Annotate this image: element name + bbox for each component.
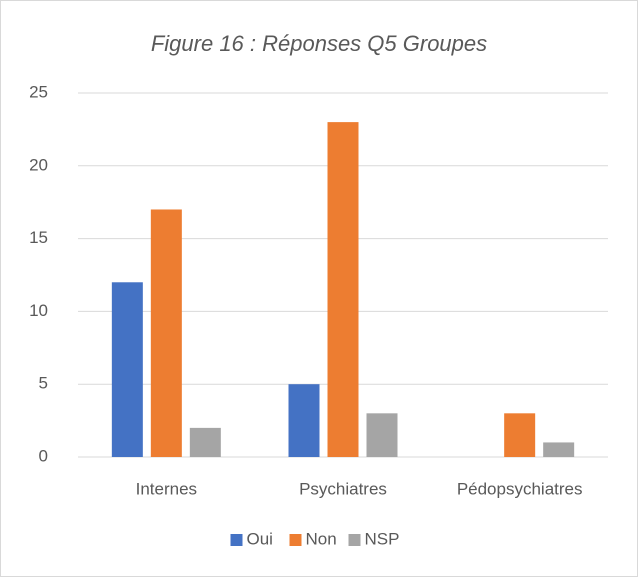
x-tick-label: Psychiatres	[299, 479, 387, 498]
legend-swatch	[348, 534, 361, 546]
bar	[543, 442, 575, 457]
y-tick-label: 20	[29, 155, 48, 174]
y-tick-label: 0	[39, 446, 48, 465]
bar	[150, 209, 182, 457]
legend-label: Oui	[247, 529, 273, 548]
legend-label: Non	[306, 529, 337, 548]
bar	[288, 384, 320, 457]
legend-label: NSP	[365, 529, 400, 548]
x-tick-label: Pédopsychiatres	[457, 479, 583, 498]
chart-title: Figure 16 : Réponses Q5 Groupes	[151, 31, 487, 56]
y-tick-label: 5	[39, 374, 48, 393]
bar	[327, 122, 359, 458]
bar	[189, 427, 221, 457]
y-tick-label: 10	[29, 301, 48, 320]
y-tick-label: 15	[29, 228, 48, 247]
bar	[366, 413, 398, 457]
legend-swatch	[230, 534, 243, 546]
y-tick-label: 25	[29, 82, 48, 101]
bar	[504, 413, 536, 457]
x-tick-label: Internes	[136, 479, 197, 498]
legend-swatch	[289, 534, 302, 546]
bar	[111, 282, 143, 457]
